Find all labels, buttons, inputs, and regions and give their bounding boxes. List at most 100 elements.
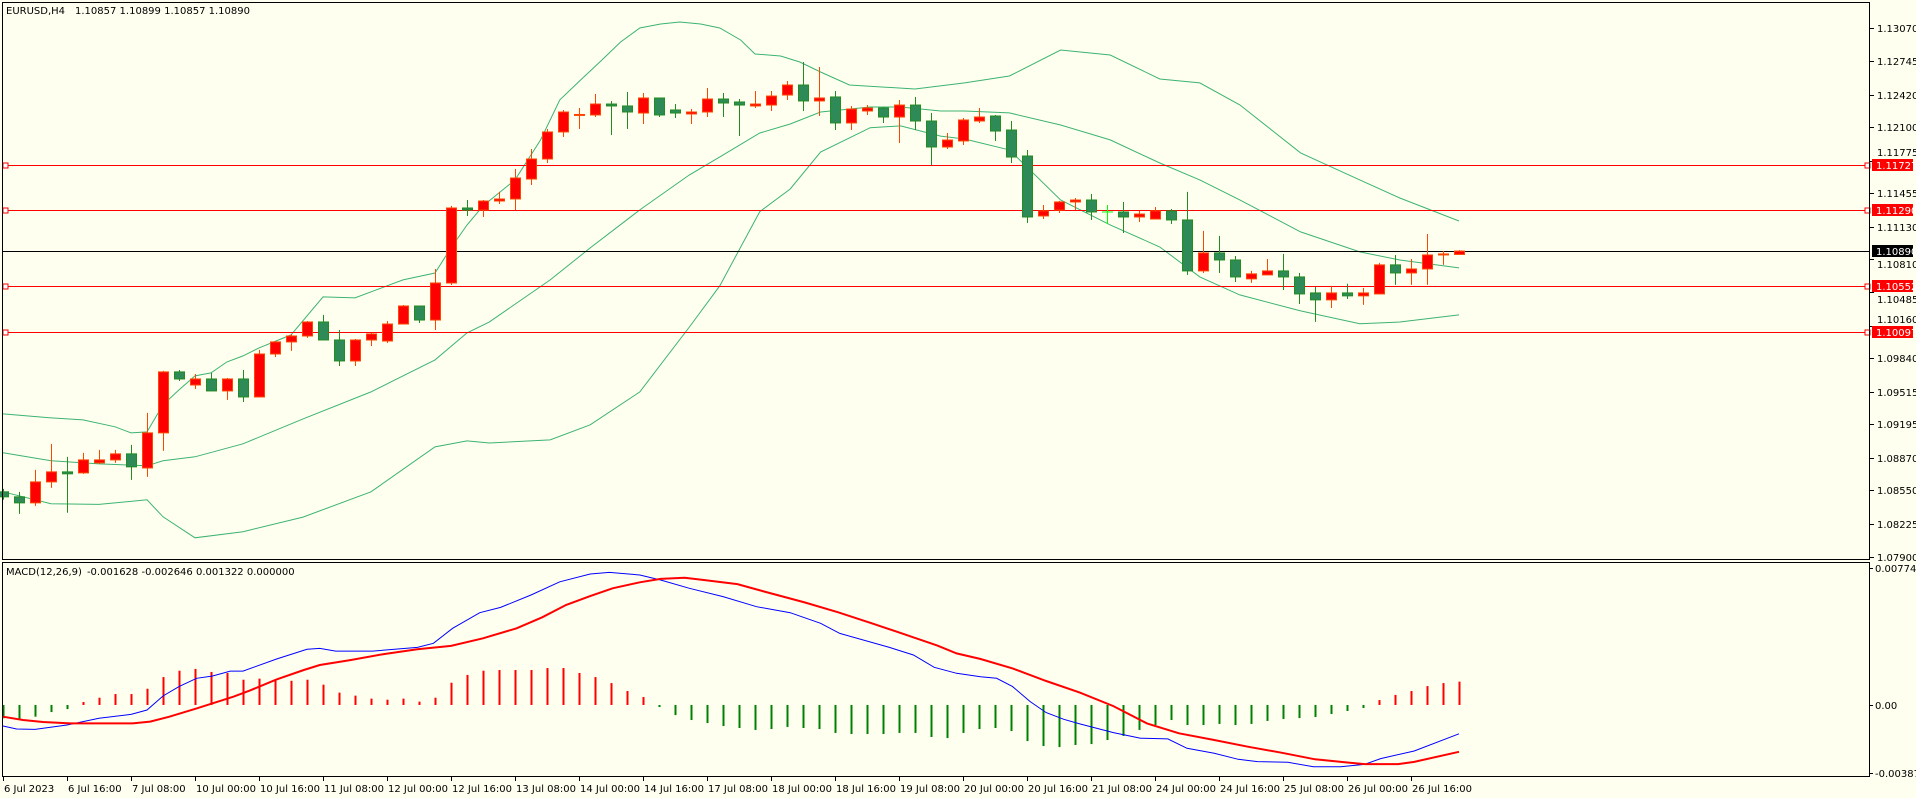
horizontal-lines[interactable] [2, 162, 1871, 336]
candle [974, 108, 985, 123]
price-tick-label: 1.12745 [1877, 57, 1916, 68]
candle [510, 168, 521, 211]
candle-body [1022, 155, 1033, 218]
ohlc-readout: 1.10857 1.10899 1.10857 1.10890 [75, 6, 250, 17]
time-tick-label: 21 Jul 08:00 [1092, 784, 1152, 795]
candle [718, 92, 729, 118]
candle-body [1006, 129, 1017, 158]
candle-body [942, 139, 953, 148]
candle [174, 369, 185, 382]
candle-body [366, 333, 377, 341]
candle [942, 132, 953, 150]
candle-body [1198, 252, 1209, 272]
hline-label-bg [1872, 204, 1913, 216]
candle [830, 91, 841, 131]
macd-tick-label: 0.007748 [1875, 564, 1916, 575]
candle [1038, 205, 1049, 220]
candle [654, 97, 665, 118]
candle-body [878, 107, 889, 118]
candle-body [830, 96, 841, 124]
candle-body [462, 207, 473, 211]
macd-lines [2, 571, 1460, 768]
candle-body [686, 111, 697, 115]
candle-body [814, 97, 825, 102]
candle-body [318, 321, 329, 341]
bollinger-middle-line [2, 106, 1460, 467]
candle [1374, 262, 1385, 295]
candle-body [1406, 268, 1417, 274]
candle [1086, 193, 1097, 220]
candle [62, 456, 73, 513]
candle-body [670, 109, 681, 114]
candle-body [734, 101, 745, 106]
candle-body [798, 84, 809, 102]
candle-body [1438, 253, 1449, 256]
candle [1102, 205, 1113, 225]
line-handle-left[interactable] [2, 207, 9, 214]
candle [1214, 235, 1225, 273]
candle [462, 200, 473, 216]
candle-body [910, 104, 921, 122]
candle-body [126, 453, 137, 468]
candle-body [750, 103, 761, 107]
candle [558, 109, 569, 137]
line-handle-left[interactable] [2, 283, 9, 290]
time-tick-label: 24 Jul 00:00 [1156, 784, 1216, 795]
macd-histogram [2, 668, 1461, 748]
candle [814, 66, 825, 116]
candle [398, 304, 409, 325]
candle-body [142, 432, 153, 469]
candle [1246, 270, 1257, 283]
candle [382, 320, 393, 343]
candles [0, 61, 1465, 514]
candle [1422, 233, 1433, 285]
current-price-label: 1.10890 [1872, 245, 1916, 258]
time-tick-label: 24 Jul 16:00 [1220, 784, 1280, 795]
price-tick-label: 1.09840 [1877, 354, 1916, 365]
candle [222, 377, 233, 400]
macd-tick-label: -0.003871 [1875, 769, 1916, 780]
candle-body [510, 177, 521, 200]
candle [1198, 230, 1209, 273]
line-handle-left[interactable] [2, 162, 9, 169]
price-tick-label: 1.10810 [1877, 260, 1916, 271]
price-tick-label: 1.13070 [1877, 24, 1916, 35]
time-axis[interactable]: 6 Jul 2023 6 Jul 16:00 7 Jul 08:00 10 Jul 0… [3, 777, 1472, 795]
candle-body [1182, 219, 1193, 272]
candle [878, 106, 889, 123]
candle-body [1086, 199, 1097, 213]
candle-body [94, 459, 105, 464]
candle [1342, 283, 1353, 299]
price-tick-label: 1.10485 [1877, 295, 1916, 306]
macd-axis: 0.007748 0.00 -0.003871 [1870, 564, 1916, 780]
time-tick-label: 10 Jul 16:00 [260, 784, 320, 795]
hline-price-label: 1.10097 [1872, 326, 1916, 339]
time-tick-label: 18 Jul 00:00 [772, 784, 832, 795]
candle-body [958, 119, 969, 142]
candle [686, 109, 697, 124]
candle-body [334, 339, 345, 362]
candle-body [990, 115, 1001, 132]
candle [526, 148, 537, 185]
hline-price-label: 1.11727 [1872, 159, 1916, 172]
candle-body [270, 341, 281, 355]
candle [30, 469, 41, 506]
price-axis[interactable]: 1.13070 1.12745 1.12420 1.12100 1.11775 1.114… [1870, 24, 1916, 564]
candle-body [446, 207, 457, 284]
candle-body [1118, 211, 1129, 218]
current-price-bg [1872, 245, 1913, 257]
candle [1390, 254, 1401, 285]
hline-label-text: 1.11290 [1876, 206, 1916, 217]
line-handle-left[interactable] [2, 329, 9, 336]
time-tick-label: 6 Jul 2023 [4, 784, 54, 795]
candle-body [622, 105, 633, 113]
candle [334, 329, 345, 366]
candle [926, 113, 937, 166]
time-tick-label: 26 Jul 16:00 [1412, 784, 1472, 795]
candle-body [782, 84, 793, 96]
candle-body [1134, 213, 1145, 218]
candle [782, 81, 793, 101]
candle [238, 369, 249, 402]
